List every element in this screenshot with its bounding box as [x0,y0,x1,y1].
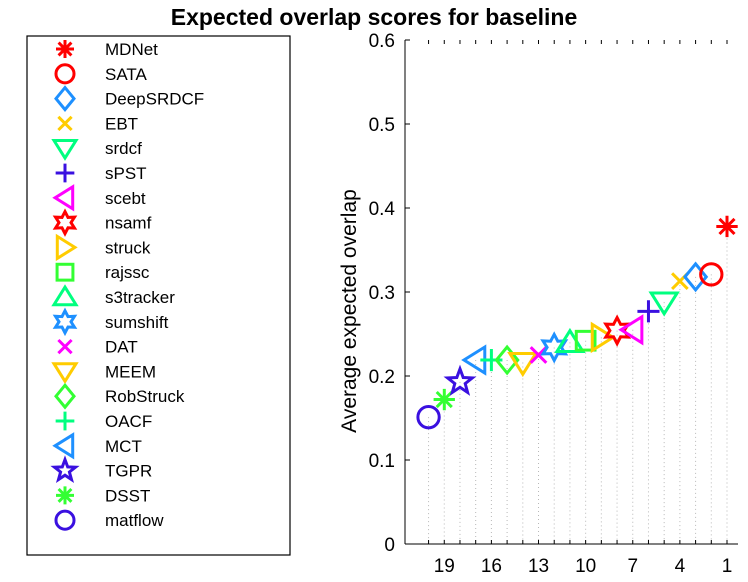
point-mdnet [716,215,738,238]
point-dat [529,346,548,364]
legend-label: matflow [105,511,164,530]
legend-entry-srdcf: srdcf [51,139,142,161]
legend-marker [56,40,74,58]
legend-entry-sumshift: sumshift [52,307,169,337]
point-matflow [416,405,441,430]
x-tick-label: 7 [627,556,638,577]
legend-marker [55,163,75,183]
legend-label: EBT [105,114,138,133]
y-tick-label: 0.4 [369,199,396,220]
legend-entry-scebt: scebt [52,184,146,212]
y-tick-label: 0.6 [369,31,395,52]
legend-entry-mdnet: MDNet [56,40,158,59]
axes: 0 0.1 0.2 0.3 0.4 0.5 0.6 19 16 13 10 7 4 1 [369,31,738,577]
y-tick-label: 0.1 [369,451,395,472]
legend: MDNet SATA DeepSRDCF EBT srdcf sPST scebt nsamf… [50,40,204,531]
y-tick-label: 0 [384,535,395,556]
point-tgpr [443,364,477,396]
y-tick-label: 0.2 [369,367,395,388]
legend-marker [57,338,73,355]
legend-label: sumshift [105,313,169,332]
legend-entry-meem: MEEM [51,362,156,385]
legend-marker [51,284,79,307]
legend-label: struck [105,238,151,257]
legend-marker [51,139,79,161]
legend-label: MDNet [105,40,158,59]
legend-label: srdcf [105,139,142,158]
legend-marker [52,184,75,212]
legend-marker [54,63,76,85]
legend-marker [57,115,73,132]
grid-lines [428,226,728,544]
point-sumshift [540,331,569,364]
legend-label: rajssc [105,263,150,282]
point-scebt [618,314,644,346]
legend-label: DeepSRDCF [105,90,204,109]
legend-marker [52,432,75,460]
legend-entry-robstruck: RobStruck [54,382,185,410]
legend-entry-deepsrdcf: DeepSRDCF [54,85,204,112]
legend-label: DAT [105,338,138,357]
legend-entry-s3tracker: s3tracker [51,284,175,307]
x-tick-label: 19 [434,556,455,577]
legend-marker [55,411,75,431]
legend-label: nsamf [105,214,152,233]
legend-entry-rajssc: rajssc [55,262,150,282]
legend-entry-tgpr: TGPR [50,455,152,483]
chart-title: Expected overlap scores for baseline [171,4,578,30]
y-tick-label: 0.5 [369,115,395,136]
legend-label: SATA [105,65,148,84]
point-meem [507,351,539,378]
legend-marker [55,233,78,262]
x-tick-label: 13 [528,556,549,577]
point-struck [590,321,616,354]
legend-marker [54,509,76,531]
legend-entry-nsamf: nsamf [52,208,152,237]
legend-label: scebt [105,189,146,208]
legend-entry-spst: sPST [55,163,147,183]
y-axis-label: Average expected overlap [338,189,361,433]
y-tick-label: 0.3 [369,283,395,304]
data-marks [416,215,738,430]
point-deepsrdcf [682,261,709,293]
legend-marker [52,307,78,337]
legend-entry-dsst: DSST [56,486,150,505]
x-tick-label: 4 [675,556,686,577]
legend-marker [55,262,75,282]
legend-label: MCT [105,437,142,456]
legend-marker [54,382,76,410]
legend-label: DSST [105,486,150,505]
legend-marker [54,85,76,112]
point-spst [637,300,660,323]
point-robstruck [494,344,520,376]
x-tick-label: 16 [481,556,502,577]
legend-marker [50,455,80,483]
legend-entry-ebt: EBT [57,114,138,133]
legend-entry-struck: struck [55,233,151,262]
point-srdcf [648,291,680,317]
legend-entry-sata: SATA [54,63,148,85]
legend-entry-dat: DAT [57,338,138,357]
legend-entry-mct: MCT [52,432,142,460]
legend-label: sPST [105,164,147,183]
point-rajssc [574,329,597,352]
legend-marker [56,486,74,505]
x-tick-label: 10 [575,556,596,577]
legend-marker [52,208,78,237]
x-tick-label: 1 [722,556,733,577]
legend-label: s3tracker [105,288,175,307]
point-sata [699,262,724,287]
legend-entry-matflow: matflow [54,509,164,531]
legend-marker [51,362,79,385]
point-oacf [480,348,503,372]
legend-label: OACF [105,412,152,431]
legend-label: MEEM [105,362,156,381]
legend-label: TGPR [105,462,152,481]
point-dsst [433,388,455,411]
legend-label: RobStruck [105,387,185,406]
legend-entry-oacf: OACF [55,411,152,431]
